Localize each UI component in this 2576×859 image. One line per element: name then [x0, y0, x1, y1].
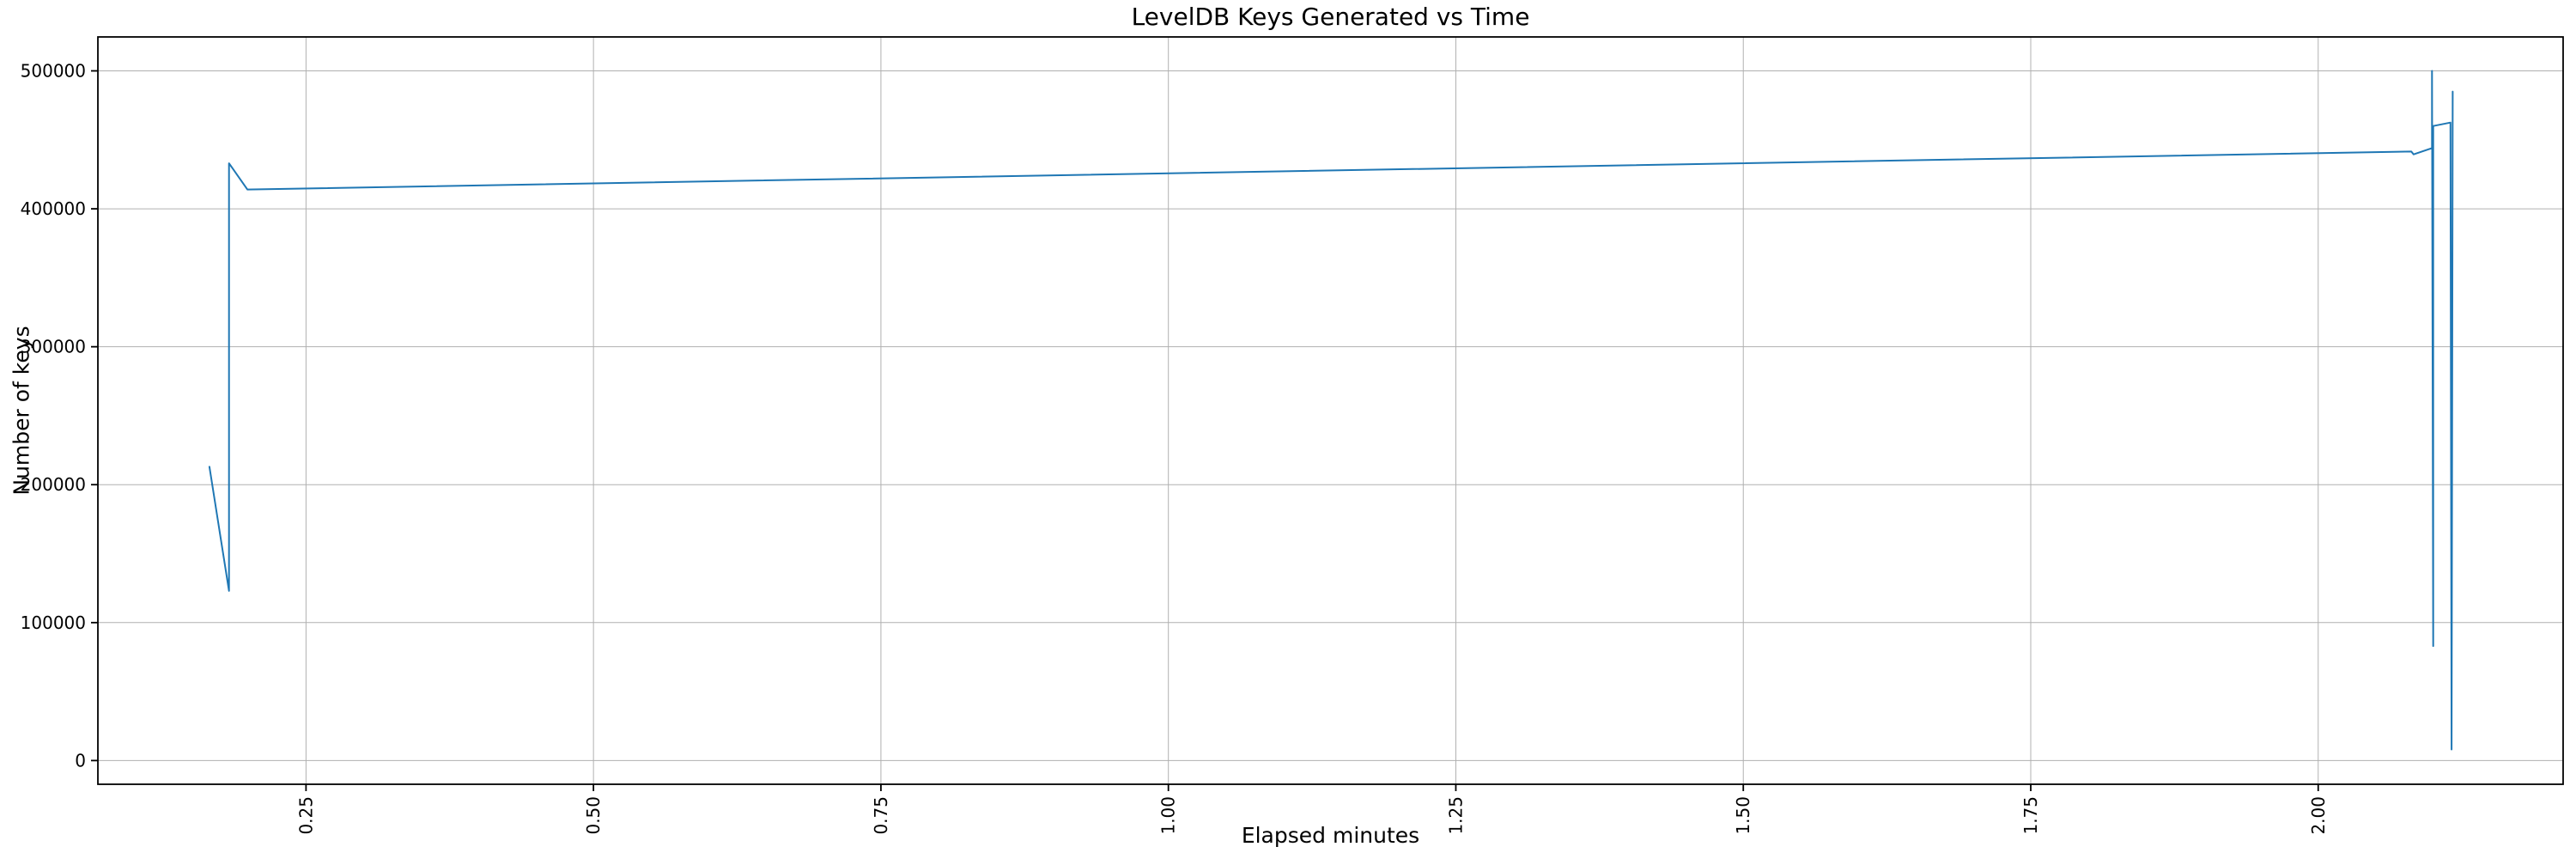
- y-tick-label: 400000: [21, 198, 86, 219]
- y-tick-label: 200000: [21, 474, 86, 495]
- x-tick-label: 0.75: [871, 796, 891, 835]
- y-tick-label: 0: [75, 750, 86, 771]
- x-tick-label: 1.75: [2020, 796, 2041, 835]
- axes-spines: [97, 36, 2564, 785]
- x-tick-label: 0.50: [583, 796, 604, 835]
- y-tick-label: 100000: [21, 612, 86, 633]
- y-tick-label: 300000: [21, 337, 86, 357]
- x-tick-label: 0.25: [295, 796, 316, 835]
- x-axis-label: Elapsed minutes: [1241, 823, 1420, 848]
- chart-title: LevelDB Keys Generated vs Time: [1131, 3, 1530, 31]
- data-line: [208, 70, 2454, 751]
- x-tick-label: 1.50: [1733, 796, 1753, 835]
- x-tick-label: 2.00: [2308, 796, 2329, 835]
- x-tick-label: 1.00: [1158, 796, 1179, 835]
- y-tick-label: 500000: [21, 61, 86, 82]
- x-tick-label: 1.25: [1445, 796, 1466, 835]
